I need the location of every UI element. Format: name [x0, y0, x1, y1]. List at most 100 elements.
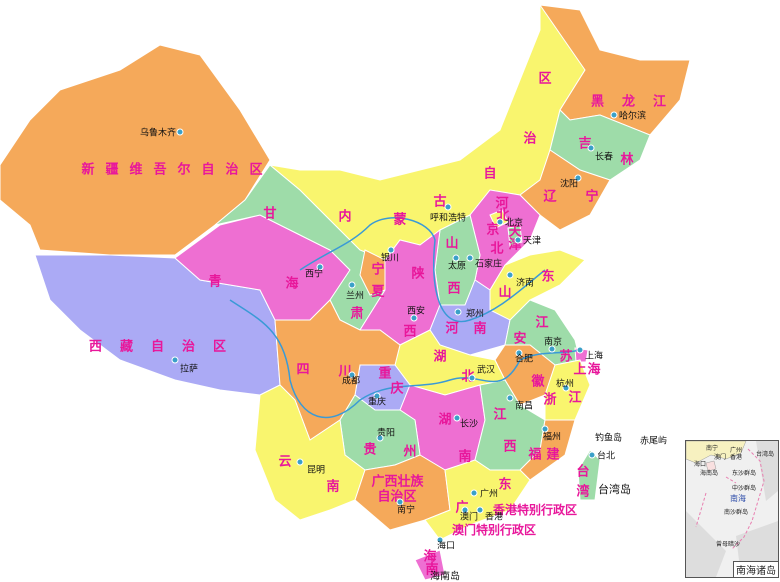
city-marker	[461, 506, 469, 514]
province-label-xinjiang: 尔	[177, 162, 191, 178]
city-label: 哈尔滨	[619, 111, 647, 122]
province-label-xinjiang: 自	[201, 162, 215, 178]
province-label-heilongjiang: 黑龙江	[591, 94, 685, 110]
city-marker	[444, 203, 452, 211]
province-label-henan: 河	[445, 321, 459, 337]
city-marker	[396, 498, 404, 506]
island-label: 台湾岛	[598, 483, 631, 496]
province-guangdong[interactable]	[424, 459, 531, 541]
city-label: 澳门	[460, 512, 479, 523]
province-label-beijing: 京	[486, 222, 500, 238]
city-marker	[468, 374, 476, 382]
province-label-guizhou: 州	[403, 444, 417, 460]
city-label: 南宁	[397, 505, 416, 516]
province-label-shaanxi: 陕	[411, 266, 425, 282]
city-label: 济南	[516, 278, 535, 289]
province-label-xizang: 西藏自治区	[89, 339, 245, 355]
province-label-xinjiang: 区	[249, 162, 263, 178]
province-label-jilin: 林	[620, 152, 634, 168]
province-label-liaoning: 辽	[543, 189, 557, 205]
city-label: 贵阳	[377, 428, 396, 439]
inset-label: 澳门	[714, 454, 727, 461]
province-label-yunnan: 南	[326, 479, 340, 495]
province-hainan[interactable]	[414, 549, 446, 581]
city-marker	[410, 314, 418, 322]
city-marker	[476, 506, 484, 514]
city-marker	[576, 346, 584, 354]
province-label-hunan: 湖	[438, 412, 452, 428]
province-label-jiangsu: 江	[535, 315, 549, 331]
city-label: 杭州	[556, 379, 575, 390]
province-label-neimenggu: 内	[338, 209, 352, 225]
province-xinjiang[interactable]	[0, 44, 271, 256]
province-label-jiangxi: 西	[503, 439, 517, 455]
province-label-yunnan: 云	[278, 454, 292, 470]
province-label-xinjiang: 维	[129, 162, 143, 178]
city-label: 南京	[544, 337, 563, 348]
city-label: 郑州	[466, 309, 485, 320]
province-label-tianjin: 天	[508, 224, 522, 240]
province-label-gansu: 肃	[350, 306, 364, 322]
province-label-guangxi: 广	[371, 474, 385, 490]
province-label-fujian: 福	[528, 447, 542, 463]
city-marker	[562, 384, 570, 392]
province-label-shandong: 东	[541, 269, 555, 285]
inset-title: 南海诸岛	[733, 561, 778, 577]
inset-hainan	[705, 460, 717, 472]
province-ningxia[interactable]	[359, 249, 386, 296]
province-label-guangxi: 壮	[397, 474, 411, 490]
province-label-gansu: 甘	[263, 206, 277, 222]
city-label: 合肥	[515, 354, 534, 365]
city-label: 天津	[523, 236, 542, 247]
city-marker	[506, 271, 514, 279]
province-label-zhejiang: 浙	[543, 392, 557, 408]
province-taiwan[interactable]	[577, 449, 601, 501]
province-label-jiangxi: 江	[493, 407, 507, 423]
city-label: 北京	[505, 218, 524, 229]
province-label-ningxia: 宁	[371, 262, 385, 278]
inset-label: 东沙群岛	[732, 470, 757, 477]
province-label-shanxi: 西	[447, 281, 461, 297]
province-label-ningxia: 夏	[371, 284, 385, 300]
city-label: 长春	[595, 152, 614, 163]
city-marker	[436, 536, 444, 544]
province-label-xinjiang: 吾	[153, 162, 167, 178]
city-label: 福州	[543, 432, 562, 443]
city-marker	[587, 144, 595, 152]
city-marker	[514, 236, 522, 244]
province-label-xinjiang: 治	[225, 162, 239, 178]
province-label-neimenggu: 自	[483, 166, 497, 182]
city-label: 成都	[342, 376, 361, 387]
city-label: 南昌	[515, 401, 534, 412]
city-label: 重庆	[368, 397, 387, 408]
province-label-sichuan: 四	[296, 362, 310, 378]
inset-mainland	[686, 441, 747, 464]
yangtze-river	[229, 299, 581, 419]
city-label: 拉萨	[180, 364, 199, 375]
island-label: 钓鱼岛	[595, 433, 623, 444]
city-label: 乌鲁木齐	[140, 128, 177, 139]
province-heilongjiang[interactable]	[538, 4, 691, 136]
inset-label: 中沙群岛	[732, 485, 757, 492]
province-label-chongqing: 重	[378, 366, 392, 382]
province-label-shaanxi: 西	[403, 324, 417, 340]
province-label-hainan: 海	[423, 549, 437, 565]
province-label-henan: 南	[473, 321, 487, 337]
province-label-neimenggu: 区	[538, 71, 552, 87]
city-marker	[466, 254, 474, 262]
province-liaoning[interactable]	[519, 149, 611, 231]
province-label-qinghai: 海	[285, 276, 299, 292]
inset-label: 海口	[694, 461, 707, 468]
city-marker	[454, 308, 462, 316]
province-label-xinjiang: 新	[81, 162, 95, 178]
city-label: 武汉	[477, 365, 496, 376]
city-label: 海口	[437, 541, 456, 552]
province-label-neimenggu: 治	[523, 131, 537, 147]
city-marker	[496, 218, 504, 226]
sar-label-hongkong: 香港特别行政区	[493, 503, 578, 517]
province-label-shanghai: 海	[587, 362, 601, 378]
province-label-guangxi: 族	[410, 474, 424, 490]
city-marker	[506, 394, 514, 402]
